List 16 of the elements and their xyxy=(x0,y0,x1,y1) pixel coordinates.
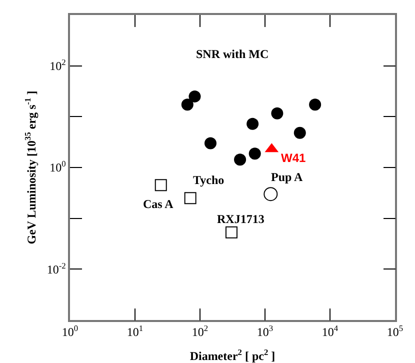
x-tick-label: 10$^{0}$ xyxy=(62,324,78,340)
series-label: Cas A xyxy=(143,197,174,211)
x-tick-label: 10$^{1}$ xyxy=(126,324,144,340)
series-label: Tycho xyxy=(193,173,224,187)
x-tick-label: 10$^{2}$ xyxy=(192,324,208,340)
y-tick-label: 10$^{2}$ xyxy=(50,58,66,74)
x-axis-title: Diameter$^{2}$ [ pc$^{2}$ ] xyxy=(190,348,276,363)
x-tick-label: 10$^{3}$ xyxy=(256,324,274,340)
series-label: Pup A xyxy=(271,170,304,184)
y-tick-label: 10$^{-2}$ xyxy=(46,261,66,276)
series-label: RXJ1713 xyxy=(217,212,264,226)
y-tick-label: 10$^{0}$ xyxy=(50,160,66,175)
x-tick-label: 10$^{5}$ xyxy=(386,324,404,340)
series-label: W41 xyxy=(281,151,306,165)
annotation: SNR with MC xyxy=(196,47,269,61)
x-tick-label: 10$^{4}$ xyxy=(322,324,339,340)
